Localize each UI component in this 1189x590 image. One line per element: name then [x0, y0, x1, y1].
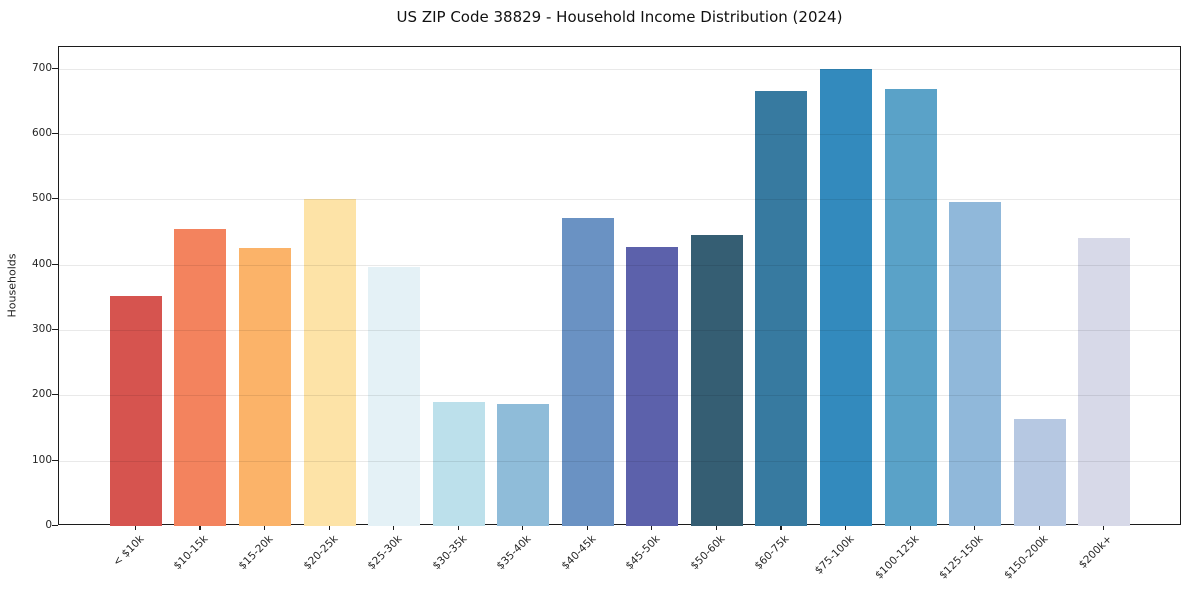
bar-$45-50k — [626, 246, 679, 526]
bar-$60-75k — [755, 91, 808, 526]
y-tick-label-700: 700 — [31, 61, 52, 74]
gridline-y-600 — [59, 133, 1180, 135]
y-tick-mark — [52, 67, 58, 69]
bar-$100-125k — [884, 89, 937, 526]
x-tick-mark — [1103, 525, 1105, 530]
bar-$10-15k — [174, 229, 227, 526]
bar-$75-100k — [819, 68, 872, 526]
y-tick-mark — [52, 394, 58, 396]
gridline-y-100 — [59, 460, 1180, 462]
bar-$25-30k — [368, 267, 421, 526]
x-tick-mark — [134, 525, 137, 530]
chart-title: US ZIP Code 38829 - Household Income Dis… — [396, 8, 843, 26]
bar-$20-25k — [303, 199, 356, 526]
x-tick-label-< $10k: < $10k — [110, 533, 147, 569]
x-tick-mark — [974, 525, 976, 530]
bar-$40-45k — [561, 218, 614, 526]
bar-$35-40k — [497, 403, 550, 526]
plot-area — [58, 46, 1181, 526]
y-tick-label-0: 0 — [45, 519, 52, 531]
gridline-y-500 — [59, 199, 1180, 201]
bar-$30-35k — [432, 402, 485, 526]
y-tick-mark — [52, 459, 58, 461]
y-tick-label-100: 100 — [31, 453, 52, 466]
gridline-y-400 — [59, 264, 1180, 266]
gridline-y-300 — [59, 329, 1180, 331]
x-tick-mark — [328, 525, 330, 530]
x-tick-mark — [264, 525, 266, 530]
x-tick-mark — [1038, 525, 1040, 530]
y-tick-mark — [52, 328, 58, 331]
gridline-y-700 — [59, 68, 1180, 70]
y-tick-label-200: 200 — [31, 388, 52, 401]
y-tick-label-500: 500 — [31, 192, 52, 205]
y-tick-label-600: 600 — [31, 126, 52, 139]
x-tick-mark — [844, 525, 847, 530]
x-tick-mark — [715, 525, 718, 530]
x-tick-mark — [780, 525, 782, 530]
bar-$125-150k — [949, 201, 1002, 526]
x-tick-mark — [909, 525, 911, 530]
bar-$15-20k — [239, 248, 291, 526]
bar-< $10k — [109, 295, 162, 526]
y-tick-mark — [52, 132, 58, 135]
y-tick-label-400: 400 — [31, 257, 52, 270]
x-tick-mark — [651, 525, 653, 530]
x-tick-mark — [586, 525, 588, 530]
gridline-y-200 — [59, 395, 1180, 397]
x-tick-mark — [199, 525, 201, 530]
y-tick-label-300: 300 — [31, 322, 52, 335]
bar-$200k+ — [1078, 238, 1131, 526]
x-tick-mark — [457, 525, 459, 530]
y-tick-mark — [52, 525, 58, 527]
bar-$50-60k — [690, 235, 743, 526]
x-tick-mark — [393, 525, 395, 530]
x-tick-mark — [522, 525, 524, 530]
y-tick-mark — [52, 263, 58, 265]
y-tick-mark — [52, 198, 58, 200]
bar-$150-200k — [1013, 418, 1066, 526]
